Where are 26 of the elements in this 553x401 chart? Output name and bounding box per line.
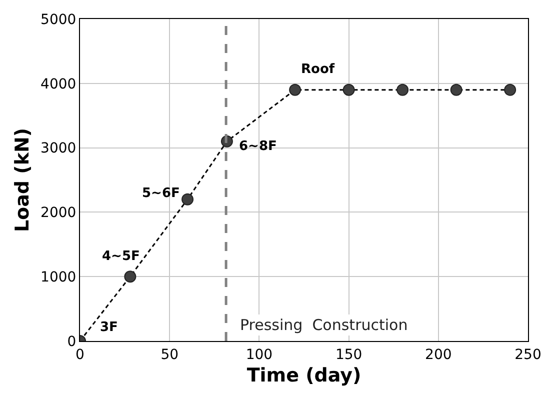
point [289,84,302,96]
x-tick-label: 200 [425,346,452,363]
y-tick-label: 2000 [40,205,76,222]
y-tick-label: 1000 [40,270,76,286]
y-tick-label: 3000 [40,140,76,157]
point [504,84,516,96]
x-tick-label: 100 [246,346,273,363]
point [396,84,409,96]
annotation: 4~5F [102,249,140,264]
point [124,270,136,283]
y-tick-label: 5000 [40,12,76,28]
x-axis-title: Time (day) [246,364,362,387]
x-tick-label: 250 [514,346,542,363]
y-tick-label: 0 [67,334,76,350]
point [450,84,462,96]
x-tick-label: 50 [160,346,179,363]
y-axis-title: Load (kN) [11,128,34,232]
ref-line-label: Pressing Construction [240,316,408,334]
x-tick-label: 150 [335,346,362,363]
annotation: Roof [301,62,335,77]
point [182,193,194,206]
y-tick-label: 4000 [40,76,76,92]
annotation: 3F [100,320,118,335]
annotation: 5~6F [142,186,180,201]
point [342,84,355,96]
annotation: 6~8F [239,139,277,154]
